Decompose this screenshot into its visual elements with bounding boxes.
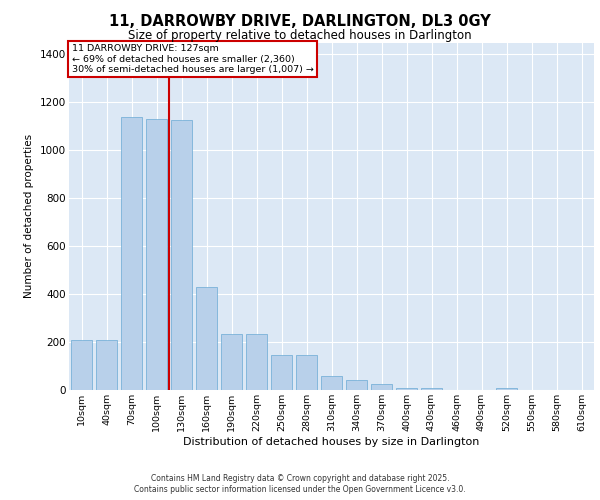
Text: Size of property relative to detached houses in Darlington: Size of property relative to detached ho… — [128, 29, 472, 42]
Bar — [171, 120, 192, 390]
Bar — [96, 340, 117, 390]
Text: 11, DARROWBY DRIVE, DARLINGTON, DL3 0GY: 11, DARROWBY DRIVE, DARLINGTON, DL3 0GY — [109, 14, 491, 29]
Bar — [321, 376, 342, 390]
Bar — [146, 119, 167, 390]
Bar — [346, 380, 367, 390]
Bar — [496, 388, 517, 390]
Text: 11 DARROWBY DRIVE: 127sqm
← 69% of detached houses are smaller (2,360)
30% of se: 11 DARROWBY DRIVE: 127sqm ← 69% of detac… — [71, 44, 314, 74]
Bar — [421, 388, 442, 390]
Bar — [396, 388, 417, 390]
Bar — [246, 334, 267, 390]
Bar — [371, 384, 392, 390]
Bar — [296, 355, 317, 390]
Y-axis label: Number of detached properties: Number of detached properties — [25, 134, 34, 298]
Bar — [196, 287, 217, 390]
Bar — [271, 355, 292, 390]
Bar — [121, 117, 142, 390]
Bar — [71, 340, 92, 390]
Text: Contains HM Land Registry data © Crown copyright and database right 2025.
Contai: Contains HM Land Registry data © Crown c… — [134, 474, 466, 494]
X-axis label: Distribution of detached houses by size in Darlington: Distribution of detached houses by size … — [184, 436, 479, 446]
Bar — [221, 334, 242, 390]
